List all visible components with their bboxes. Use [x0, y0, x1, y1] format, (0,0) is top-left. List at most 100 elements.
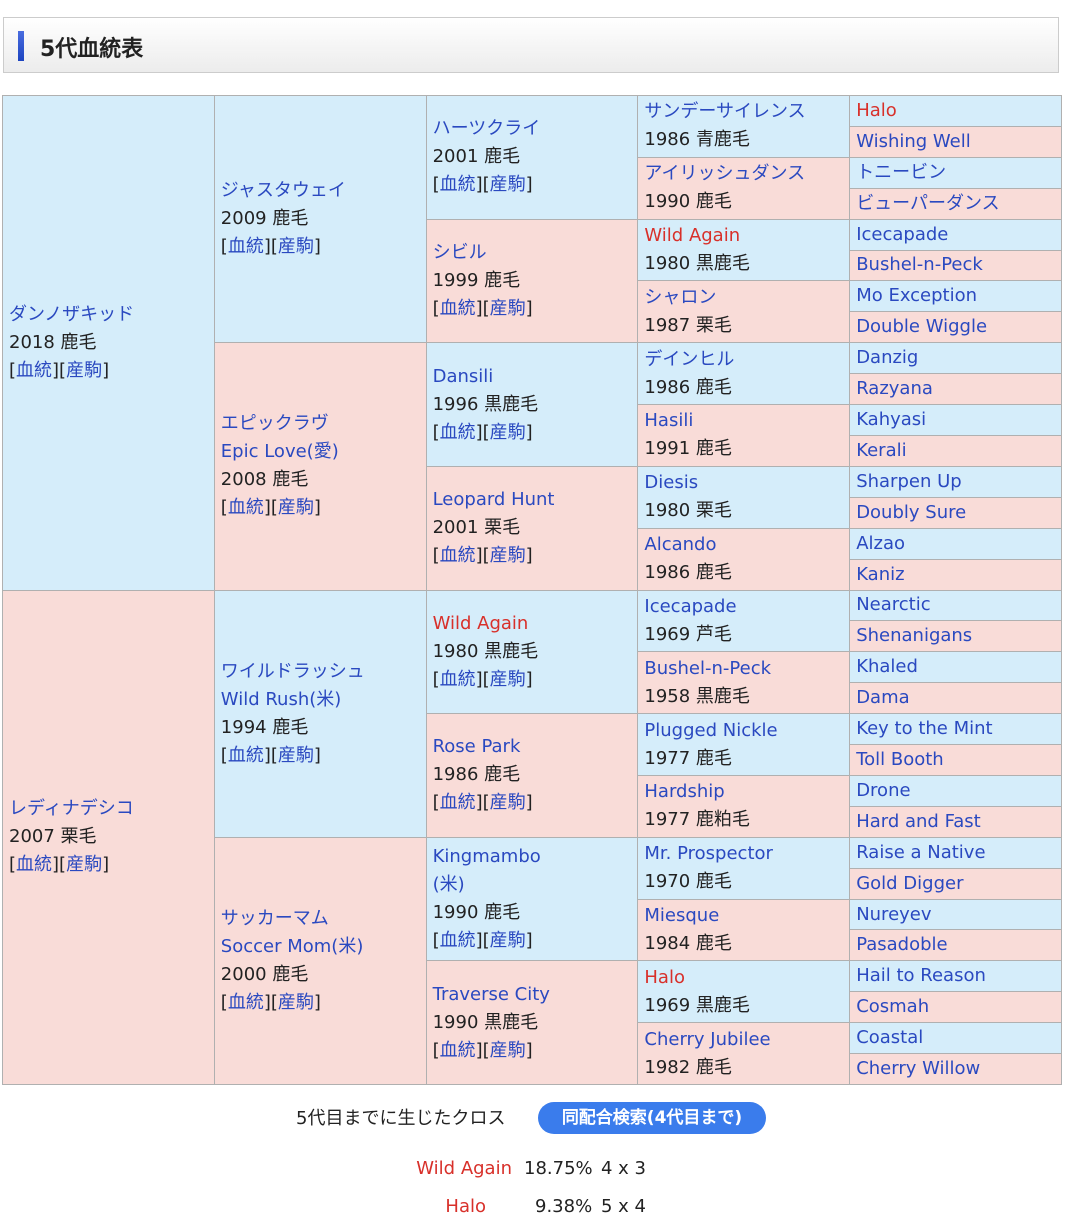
horse-name-link[interactable]: エピックラヴ: [220, 413, 329, 435]
progeny-link[interactable]: 産駒: [489, 930, 526, 952]
horse-name-link[interactable]: Wild Again: [432, 612, 529, 634]
horse-name-link[interactable]: Doubly Sure: [856, 501, 967, 523]
horse-name-link[interactable]: Icecapade: [856, 223, 949, 245]
horse-name-link[interactable]: サッカーマム: [220, 907, 329, 929]
progeny-link[interactable]: 産駒: [277, 991, 314, 1013]
pedigree-link[interactable]: 血統: [439, 792, 476, 814]
horse-name-link[interactable]: Mo Exception: [856, 285, 978, 307]
horse-alt-name-link[interactable]: (米): [432, 874, 465, 896]
horse-name-link[interactable]: Gold Digger: [856, 872, 964, 894]
horse-name-link[interactable]: Hail to Reason: [856, 965, 986, 987]
horse-name-link[interactable]: Rose Park: [432, 736, 521, 758]
horse-name-link[interactable]: Kahyasi: [856, 409, 927, 431]
horse-name-link[interactable]: Halo: [856, 99, 897, 121]
pedigree-link[interactable]: 血統: [227, 497, 264, 519]
horse-name-link[interactable]: Nureyev: [856, 903, 932, 925]
horse-name-link[interactable]: Toll Booth: [856, 748, 944, 770]
horse-name-link[interactable]: Cosmah: [856, 996, 930, 1018]
horse-name-link[interactable]: Nearctic: [856, 594, 931, 616]
progeny-link[interactable]: 産駒: [489, 421, 526, 443]
progeny-link[interactable]: 産駒: [489, 1039, 526, 1061]
horse-name-link[interactable]: Kaniz: [856, 563, 905, 585]
horse-name-link[interactable]: Coastal: [856, 1027, 924, 1049]
pedigree-link[interactable]: 血統: [227, 991, 264, 1013]
pedigree-link[interactable]: 血統: [439, 297, 476, 319]
progeny-link[interactable]: 産駒: [489, 668, 526, 690]
horse-name-link[interactable]: Diesis: [644, 472, 699, 494]
horse-name-link[interactable]: サンデーサイレンス: [644, 101, 806, 123]
horse-name-link[interactable]: ジャスタウェイ: [220, 180, 346, 202]
horse-name-link[interactable]: Key to the Mint: [856, 718, 993, 740]
horse-name-link[interactable]: Raise a Native: [856, 841, 986, 863]
horse-name-link[interactable]: アイリッシュダンス: [644, 163, 806, 185]
horse-name-link[interactable]: Traverse City: [432, 983, 550, 1005]
horse-name-link[interactable]: Plugged Nickle: [644, 719, 778, 741]
horse-name-link[interactable]: Halo: [644, 966, 685, 988]
horse-name-link[interactable]: デインヒル: [644, 348, 735, 370]
horse-name-link[interactable]: シビル: [432, 241, 487, 263]
horse-name-link[interactable]: Kerali: [856, 439, 907, 461]
horse-name-link[interactable]: Leopard Hunt: [432, 489, 555, 511]
pedigree-link[interactable]: 血統: [439, 174, 476, 196]
horse-name-link[interactable]: トニービン: [856, 161, 947, 183]
horse-name-link[interactable]: Shenanigans: [856, 625, 973, 647]
pedigree-cell-gen5: Doubly Sure: [849, 496, 1062, 529]
horse-name-link[interactable]: Khaled: [856, 656, 918, 678]
pedigree-row: Kaniz: [3, 558, 1062, 591]
progeny-link[interactable]: 産駒: [277, 497, 314, 519]
same-mating-search-button[interactable]: 同配合検索(4代目まで): [538, 1102, 766, 1134]
progeny-link[interactable]: 産駒: [66, 854, 103, 876]
horse-name-link[interactable]: Danzig: [856, 347, 919, 369]
horse-name-link[interactable]: Bushel-n-Peck: [856, 254, 983, 276]
horse-name-link[interactable]: Alcando: [644, 534, 717, 556]
horse-name-link[interactable]: Kingmambo: [432, 846, 541, 868]
progeny-link[interactable]: 産駒: [489, 174, 526, 196]
horse-name-link[interactable]: Razyana: [856, 378, 933, 400]
progeny-link[interactable]: 産駒: [489, 792, 526, 814]
horse-name-link[interactable]: Wishing Well: [856, 130, 971, 152]
horse-name-link[interactable]: Hardship: [644, 781, 725, 803]
progeny-link[interactable]: 産駒: [66, 359, 103, 381]
horse-name-link[interactable]: Mr. Prospector: [644, 843, 773, 865]
horse-name-link[interactable]: Pasadoble: [856, 934, 948, 956]
horse-name-link[interactable]: ダンノザキッド: [9, 303, 135, 325]
cross-horse-link[interactable]: Halo: [445, 1196, 486, 1217]
horse-name-link[interactable]: Bushel-n-Peck: [644, 657, 772, 679]
horse-name-link[interactable]: Alzao: [856, 532, 905, 554]
pedigree-link[interactable]: 血統: [439, 668, 476, 690]
progeny-link[interactable]: 産駒: [277, 236, 314, 258]
horse-alt-name-link[interactable]: Epic Love(愛): [220, 441, 339, 463]
pedigree-link[interactable]: 血統: [439, 1039, 476, 1061]
pedigree-link[interactable]: 血統: [16, 359, 53, 381]
progeny-link[interactable]: 産駒: [489, 297, 526, 319]
horse-name-link[interactable]: ビューパーダンス: [856, 192, 1000, 214]
pedigree-link[interactable]: 血統: [439, 930, 476, 952]
horse-name-link[interactable]: Dansili: [432, 365, 494, 387]
horse-name-link[interactable]: Hasili: [644, 410, 694, 432]
horse-name-link[interactable]: Cherry Jubilee: [644, 1028, 771, 1050]
pedigree-link[interactable]: 血統: [227, 236, 264, 258]
progeny-link[interactable]: 産駒: [277, 744, 314, 766]
pedigree-link[interactable]: 血統: [16, 854, 53, 876]
horse-name-link[interactable]: Dama: [856, 687, 910, 709]
horse-name-link[interactable]: Wild Again: [644, 225, 741, 247]
horse-alt-name-link[interactable]: Soccer Mom(米): [220, 935, 364, 957]
horse-name-link[interactable]: Sharpen Up: [856, 470, 962, 492]
horse-name-link[interactable]: Cherry Willow: [856, 1058, 981, 1080]
progeny-link[interactable]: 産駒: [489, 545, 526, 567]
pedigree-cell-gen5: Nureyev: [849, 898, 1062, 931]
pedigree-link[interactable]: 血統: [439, 421, 476, 443]
horse-name-link[interactable]: Double Wiggle: [856, 316, 988, 338]
horse-name-link[interactable]: ハーツクライ: [432, 118, 541, 140]
pedigree-link[interactable]: 血統: [439, 545, 476, 567]
pedigree-link[interactable]: 血統: [227, 744, 264, 766]
horse-alt-name-link[interactable]: Wild Rush(米): [220, 688, 342, 710]
horse-name-link[interactable]: レディナデシコ: [9, 798, 134, 820]
horse-name-link[interactable]: ワイルドラッシュ: [220, 660, 365, 682]
cross-horse-link[interactable]: Wild Again: [416, 1158, 512, 1179]
horse-name-link[interactable]: Miesque: [644, 904, 720, 926]
horse-name-link[interactable]: Hard and Fast: [856, 810, 981, 832]
horse-name-link[interactable]: Icecapade: [644, 595, 737, 617]
horse-name-link[interactable]: Drone: [856, 779, 911, 801]
horse-name-link[interactable]: シャロン: [644, 286, 717, 308]
